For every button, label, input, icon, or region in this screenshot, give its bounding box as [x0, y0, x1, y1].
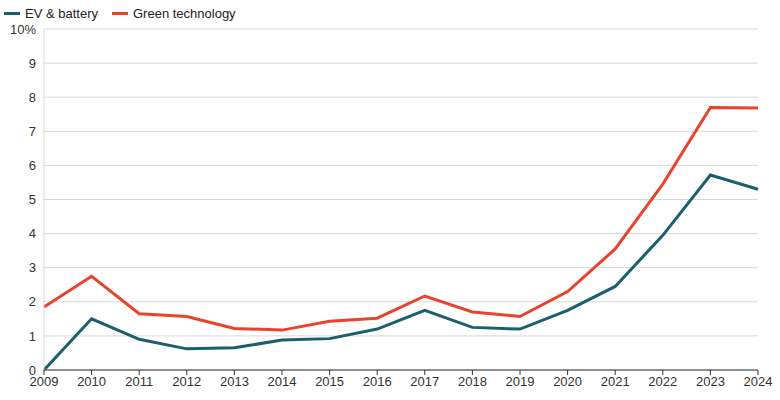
svg-text:1: 1	[29, 329, 36, 344]
svg-text:2009: 2009	[29, 374, 59, 390]
svg-text:3: 3	[29, 260, 36, 275]
svg-text:2023: 2023	[696, 374, 725, 389]
svg-text:2015: 2015	[315, 374, 344, 389]
svg-text:2: 2	[29, 294, 36, 309]
svg-text:6: 6	[29, 158, 36, 173]
svg-text:7: 7	[29, 124, 36, 139]
svg-text:2018: 2018	[458, 374, 487, 389]
svg-text:10%: 10%	[10, 22, 36, 37]
svg-text:2012: 2012	[172, 374, 201, 389]
svg-text:8: 8	[29, 90, 36, 105]
svg-text:2024: 2024	[744, 374, 773, 389]
svg-text:2014: 2014	[268, 374, 297, 389]
svg-text:2019: 2019	[506, 374, 535, 389]
svg-text:4: 4	[29, 226, 36, 241]
svg-text:2022: 2022	[648, 374, 677, 389]
svg-text:0: 0	[29, 363, 36, 378]
svg-text:2020: 2020	[553, 374, 582, 389]
svg-text:9: 9	[29, 56, 36, 71]
svg-text:2010: 2010	[77, 374, 106, 389]
svg-text:2016: 2016	[363, 374, 392, 389]
html-text:EV & battery: EV & battery	[25, 6, 98, 21]
html-text:Green technology: Green technology	[133, 6, 236, 21]
svg-text:2013: 2013	[220, 374, 249, 389]
svg-text:2021: 2021	[601, 374, 630, 389]
svg-text:2017: 2017	[410, 374, 439, 389]
svg-text:5: 5	[29, 192, 36, 207]
svg-text:2011: 2011	[125, 374, 153, 389]
